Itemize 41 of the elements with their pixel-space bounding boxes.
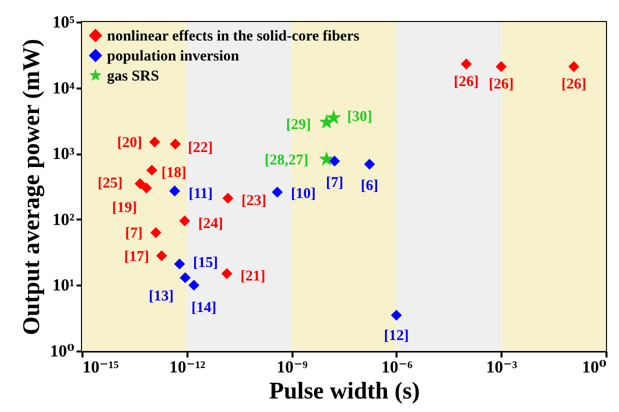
x-axis-title: Pulse width (s) bbox=[269, 378, 420, 404]
legend-label: gas SRS bbox=[107, 68, 160, 84]
x-tick-label: 10⁻⁹ bbox=[276, 358, 308, 376]
annotation: [12] bbox=[384, 328, 409, 344]
annotation: [7] bbox=[125, 226, 143, 242]
annotation: [26] bbox=[454, 74, 479, 90]
annotation: [20] bbox=[117, 135, 142, 152]
annotation: [23] bbox=[241, 193, 266, 210]
x-tick-label: 10⁰ bbox=[582, 358, 606, 376]
annotation: [6] bbox=[360, 178, 378, 194]
y-tick-label: 10² bbox=[52, 210, 74, 229]
annotation: [24] bbox=[198, 216, 224, 232]
annotation: [30] bbox=[347, 108, 372, 125]
x-tick-label: 10⁻³ bbox=[486, 358, 518, 376]
annotation: [22] bbox=[188, 140, 213, 156]
annotation: [29] bbox=[286, 117, 312, 134]
y-tick-label: 10³ bbox=[52, 144, 74, 164]
annotation: [26] bbox=[561, 76, 586, 93]
annotation: [13] bbox=[148, 288, 174, 305]
y-tick-label: 10⁵ bbox=[52, 12, 74, 32]
x-tick-label: 10⁻¹⁵ bbox=[82, 358, 119, 376]
y-tick-label: 10⁰ bbox=[50, 342, 74, 360]
annotation: [7] bbox=[326, 175, 344, 192]
y-tick-label: 10⁴ bbox=[52, 78, 74, 98]
legend-label: population inversion bbox=[107, 48, 240, 64]
y-axis-title: Output average power (mW) bbox=[19, 38, 46, 336]
annotation: [11] bbox=[188, 186, 213, 202]
annotation: [18] bbox=[161, 165, 186, 182]
y-tick-label: 10¹ bbox=[52, 276, 74, 295]
annotation: [19] bbox=[112, 200, 137, 216]
x-tick-label: 10⁻¹² bbox=[169, 358, 206, 376]
annotation: [15] bbox=[193, 255, 218, 271]
annotation: [28,27] bbox=[264, 152, 308, 168]
annotation: [21] bbox=[240, 268, 266, 285]
annotation: [26] bbox=[488, 76, 514, 93]
annotation: [25] bbox=[98, 176, 123, 192]
annotation: [14] bbox=[191, 300, 216, 316]
annotation: [10] bbox=[290, 186, 316, 202]
annotation: [17] bbox=[124, 248, 150, 265]
x-tick-label: 10⁻⁶ bbox=[381, 358, 412, 376]
legend-label: nonlinear effects in the solid-core fibers bbox=[107, 28, 360, 44]
